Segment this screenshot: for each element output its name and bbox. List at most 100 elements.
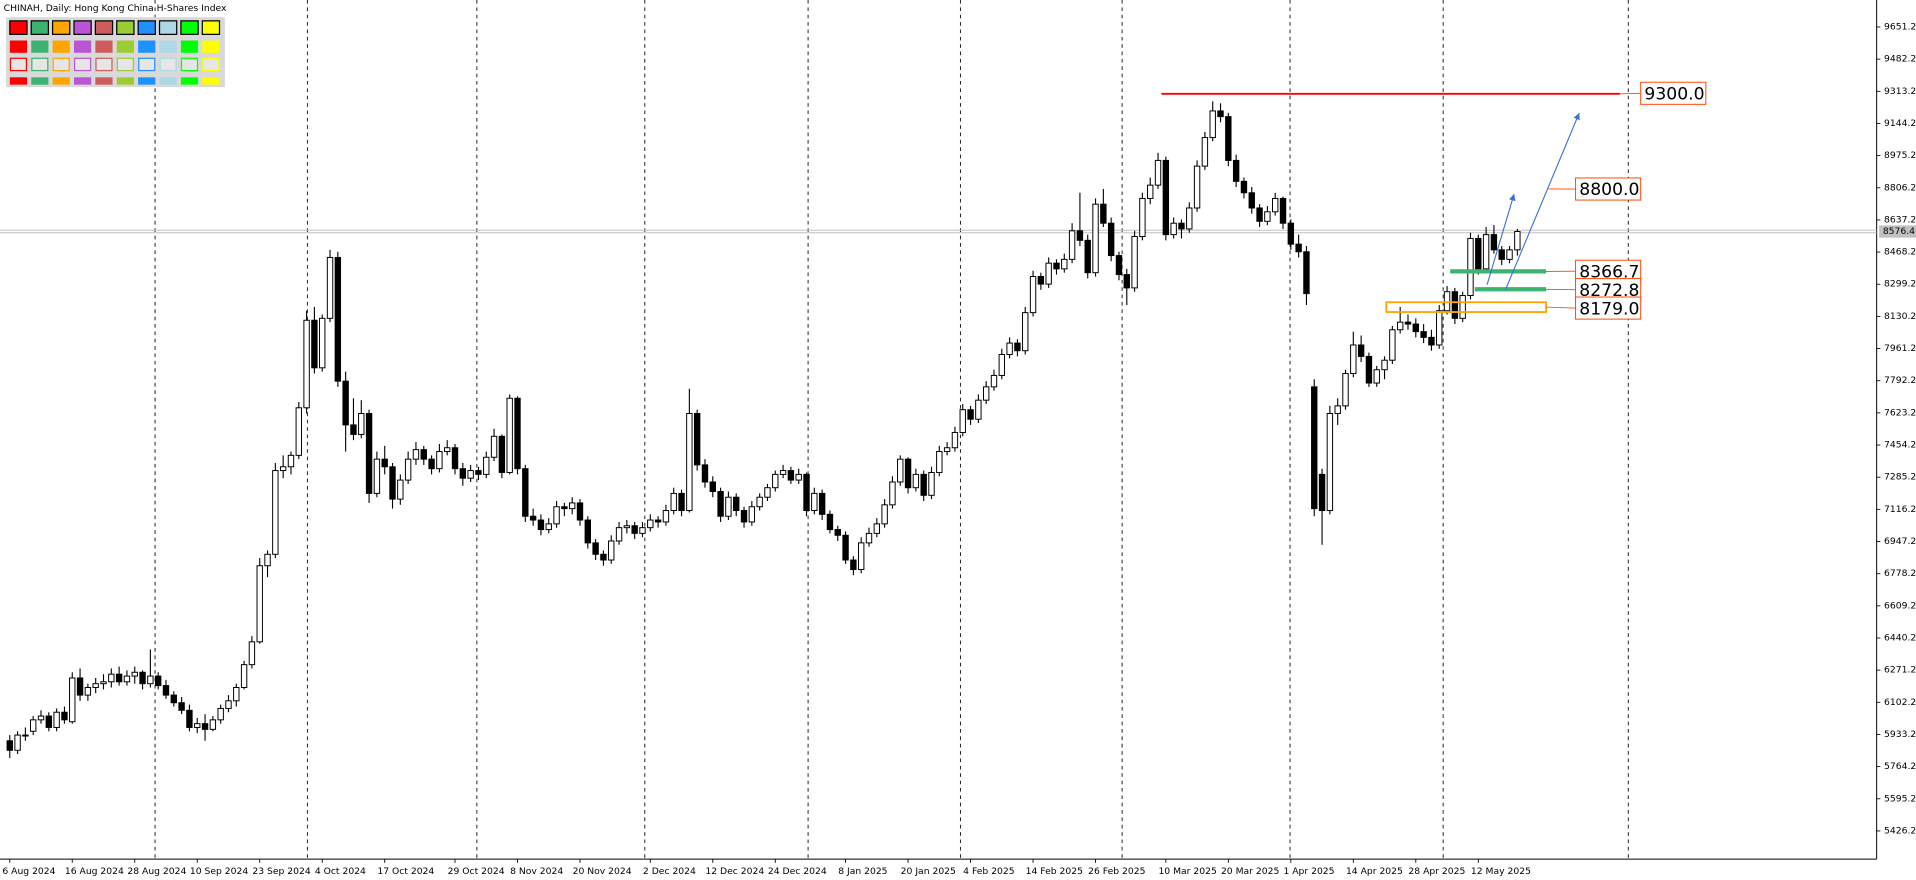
color-swatch[interactable] <box>95 77 113 85</box>
color-swatch[interactable] <box>52 77 70 85</box>
x-tick-label: 8 Jan 2025 <box>838 866 887 877</box>
color-swatch[interactable] <box>202 57 220 72</box>
candle-body <box>608 540 615 561</box>
candle-body <box>100 681 107 685</box>
candle-body <box>1396 321 1404 331</box>
color-swatch[interactable] <box>52 57 70 72</box>
color-swatch[interactable] <box>73 77 92 85</box>
candle-body <box>1217 110 1224 118</box>
color-swatch[interactable] <box>201 20 221 35</box>
candle-body <box>1475 237 1482 270</box>
color-swatch[interactable] <box>138 40 156 53</box>
color-swatch[interactable] <box>9 40 28 53</box>
color-swatch[interactable] <box>116 77 134 85</box>
color-swatch[interactable] <box>158 20 178 35</box>
candle-body <box>1131 236 1138 289</box>
candle-body <box>115 673 123 683</box>
candle-body <box>350 424 357 435</box>
color-swatch[interactable] <box>138 77 156 85</box>
candle-body <box>858 542 865 571</box>
color-swatch[interactable] <box>159 57 177 72</box>
color-swatch[interactable] <box>159 40 177 53</box>
candle-body <box>1139 197 1146 238</box>
candle-body <box>154 675 162 687</box>
color-swatch[interactable] <box>202 77 220 85</box>
color-swatch[interactable] <box>95 40 113 53</box>
x-tick-label: 24 Dec 2024 <box>768 866 827 877</box>
candle-body <box>1006 342 1013 355</box>
candle-body <box>459 468 467 479</box>
candle-body <box>834 529 841 536</box>
color-swatch[interactable] <box>95 57 113 72</box>
candle-body <box>389 466 396 500</box>
candle-body <box>201 723 209 730</box>
color-swatch[interactable] <box>137 20 156 35</box>
candle-body <box>412 449 420 460</box>
color-swatch[interactable] <box>31 40 49 53</box>
candle-body <box>1490 234 1498 251</box>
candle-body <box>1451 291 1459 319</box>
candle-body <box>959 409 966 434</box>
candle-body <box>779 470 787 475</box>
color-swatch[interactable] <box>202 40 220 53</box>
candle-body <box>1100 203 1107 224</box>
candle-body <box>1342 373 1349 407</box>
level-label-box <box>1575 296 1642 320</box>
candle-body <box>1193 165 1201 209</box>
candle-body <box>1506 249 1513 260</box>
color-swatch[interactable] <box>73 20 92 35</box>
y-tick-label: 5933.2 <box>1884 729 1916 740</box>
candle-body <box>1123 274 1130 289</box>
candle-body <box>803 473 810 512</box>
color-swatch[interactable] <box>116 57 134 72</box>
color-swatch[interactable] <box>31 77 49 85</box>
candle-body <box>1232 159 1240 182</box>
color-swatch[interactable] <box>180 40 199 53</box>
candle-body <box>670 492 677 512</box>
candle-body <box>428 458 435 470</box>
color-swatch[interactable] <box>180 20 199 35</box>
candle-body <box>404 458 412 481</box>
level-band <box>1385 301 1547 313</box>
color-swatch[interactable] <box>159 77 177 85</box>
color-swatch[interactable] <box>52 40 70 53</box>
color-swatch[interactable] <box>180 77 199 85</box>
color-swatch[interactable] <box>51 20 71 35</box>
color-swatch[interactable] <box>94 20 114 35</box>
color-swatch[interactable] <box>31 57 49 72</box>
x-tick-label: 8 Nov 2024 <box>510 866 563 877</box>
color-swatch[interactable] <box>180 57 199 72</box>
candle-body <box>1326 412 1334 512</box>
y-tick-label: 5764.2 <box>1884 761 1916 772</box>
candle-body <box>498 435 506 473</box>
candle-body <box>178 702 185 711</box>
candle-body <box>240 664 248 688</box>
candle-body <box>444 447 451 453</box>
candle-body <box>170 694 177 704</box>
candle-body <box>186 709 193 728</box>
candle-body <box>1404 321 1412 325</box>
color-swatch[interactable] <box>116 20 135 35</box>
level-label-box <box>1575 177 1642 201</box>
candle-body <box>873 523 881 534</box>
candle-body <box>256 565 263 643</box>
candle-body <box>1022 312 1029 352</box>
color-swatch[interactable] <box>9 57 28 72</box>
candle-body <box>662 510 670 523</box>
candle-body <box>319 317 326 369</box>
color-swatch[interactable] <box>30 20 50 35</box>
color-swatch[interactable] <box>9 77 28 85</box>
color-swatch[interactable] <box>9 20 28 35</box>
color-swatch[interactable] <box>116 40 134 53</box>
candle-body <box>1162 159 1170 236</box>
color-swatch[interactable] <box>73 40 92 53</box>
candle-body <box>342 380 349 426</box>
candle-body <box>272 470 279 555</box>
y-tick-label: 8637.2 <box>1884 214 1916 225</box>
level-connector <box>1619 92 1641 95</box>
candle-body <box>311 319 318 369</box>
candle-body <box>904 458 912 489</box>
color-swatch[interactable] <box>138 57 156 72</box>
color-swatch[interactable] <box>73 57 92 72</box>
